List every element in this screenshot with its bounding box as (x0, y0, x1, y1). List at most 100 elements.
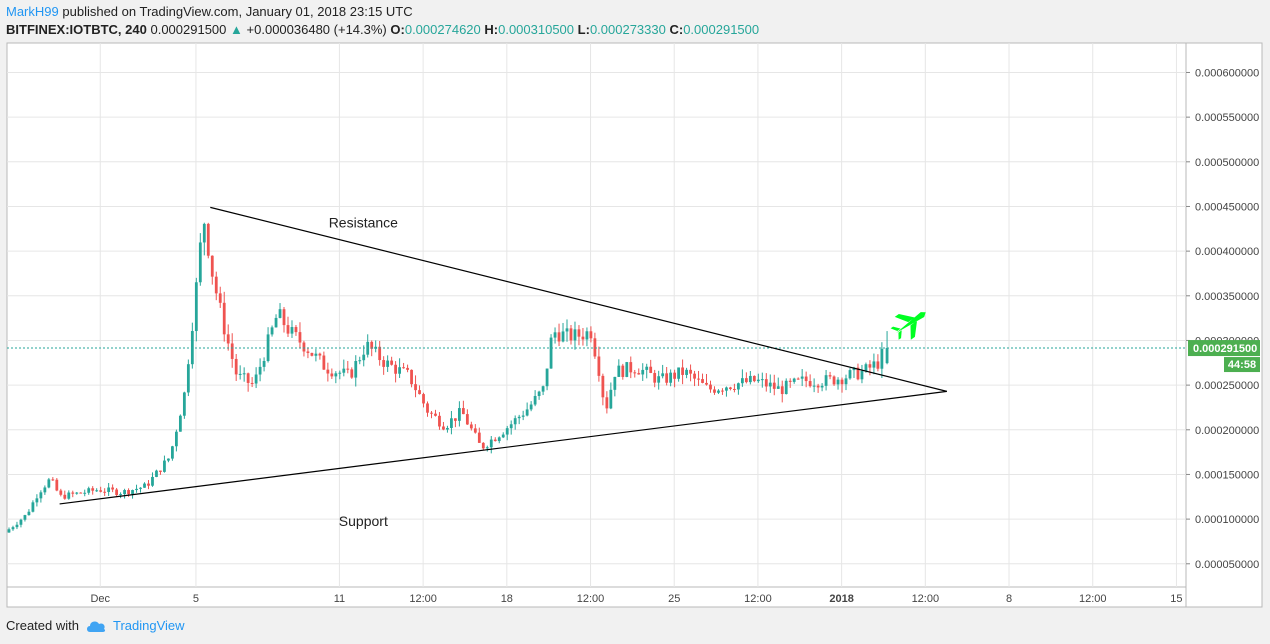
candle-body (796, 378, 800, 380)
candle-body (549, 337, 553, 369)
candle-body (661, 373, 665, 377)
candle-body (577, 329, 581, 337)
candle-body (808, 381, 812, 387)
candle-body (665, 373, 669, 383)
candle-body (844, 378, 848, 385)
candle-body (310, 352, 314, 356)
candle-body (637, 373, 641, 375)
publish-info: published on TradingView.com, January 01… (62, 4, 413, 19)
low-value: 0.000273330 (589, 22, 666, 37)
candle-body (63, 494, 67, 499)
candle-body (362, 354, 366, 361)
candle-body (641, 369, 645, 375)
candle-body (864, 364, 868, 372)
candle-body (370, 341, 374, 349)
candle-body (314, 353, 318, 356)
candle-body (597, 356, 601, 376)
candle-body (414, 384, 417, 391)
countdown-badge (1224, 357, 1260, 373)
publish-line: MarkH99 published on TradingView.com, Ja… (6, 3, 759, 21)
x-tick-label: 12:00 (744, 593, 772, 605)
candle-body (780, 386, 784, 395)
candle-body (473, 428, 477, 433)
candle-body (784, 380, 788, 395)
plot-area (6, 42, 1187, 588)
candle-body (67, 492, 71, 499)
candle-body (171, 446, 174, 459)
candle-body (736, 383, 740, 390)
candle-body (322, 355, 326, 370)
candle-body (840, 379, 844, 385)
candle-body (186, 364, 190, 393)
candle-body (788, 380, 792, 382)
tradingview-link[interactable]: TradingView (112, 618, 185, 633)
candle-body (115, 489, 119, 496)
candle-body (147, 483, 150, 486)
price-change: +0.000036480 (+14.3%) (246, 22, 387, 37)
candle-body (573, 329, 577, 341)
candle-body (234, 358, 238, 375)
last-price-badge (1188, 340, 1260, 357)
x-tick-label: 11 (334, 593, 345, 605)
candle-body (465, 414, 469, 425)
tradingview-cloud-icon (86, 621, 106, 632)
candle-body (505, 428, 509, 435)
y-tick-label: 0.000450000 (1195, 201, 1259, 213)
y-tick-label: 0.000100000 (1195, 514, 1259, 526)
candle-body (589, 331, 593, 339)
candle-body (748, 375, 752, 383)
candle-body (230, 343, 234, 359)
candle-body (729, 387, 732, 389)
candle-body (182, 392, 186, 416)
countdown-label: 44:58 (1228, 359, 1256, 371)
candle-body (390, 360, 394, 365)
candle-body (697, 378, 700, 380)
candle-body (541, 386, 545, 392)
candle-body (513, 418, 517, 425)
candle-body (95, 490, 99, 492)
candle-body (501, 434, 505, 438)
symbol-label[interactable]: BITFINEX:IOTBTC, 240 (6, 22, 147, 37)
high-label: H: (484, 22, 499, 37)
candle-body (107, 487, 111, 492)
candle-body (525, 409, 529, 416)
candle-body (529, 404, 533, 410)
candle-body (127, 490, 130, 495)
candle-body (47, 479, 51, 488)
candle-body (23, 515, 27, 520)
candle-body (87, 488, 91, 493)
candle-body (326, 369, 330, 374)
candle-body (613, 376, 617, 390)
candle-body (262, 360, 266, 367)
candle-body (800, 376, 804, 379)
x-tick-label: Dec (90, 593, 110, 605)
candle-body (99, 490, 103, 492)
y-tick-label: 0.000050000 (1195, 559, 1259, 571)
candle-body (282, 309, 286, 326)
candle-body (585, 331, 589, 340)
candle-body (298, 332, 302, 343)
candle-body (469, 424, 473, 429)
candle-body (553, 332, 557, 338)
author-link[interactable]: MarkH99 (6, 4, 59, 19)
candle-body (175, 431, 178, 447)
candle-body (151, 476, 154, 486)
high-value: 0.000310500 (498, 22, 575, 37)
candle-body (816, 385, 820, 388)
candle-body (226, 334, 230, 344)
candle-body (581, 336, 585, 340)
x-tick-label: 2018 (829, 593, 853, 605)
quote-line: BITFINEX:IOTBTC, 240 0.000291500 ▲ +0.00… (6, 21, 759, 39)
candle-body (701, 379, 704, 383)
candle-body (593, 338, 597, 357)
candle-body (198, 242, 202, 283)
candle-body (71, 492, 75, 494)
candle-body (238, 373, 242, 375)
y-tick-label: 0.000600000 (1195, 67, 1259, 79)
y-tick-label: 0.000550000 (1195, 112, 1259, 124)
candle-body (820, 385, 824, 388)
candle-body (856, 367, 860, 380)
candle-body (772, 382, 776, 389)
candle-body (601, 375, 605, 398)
